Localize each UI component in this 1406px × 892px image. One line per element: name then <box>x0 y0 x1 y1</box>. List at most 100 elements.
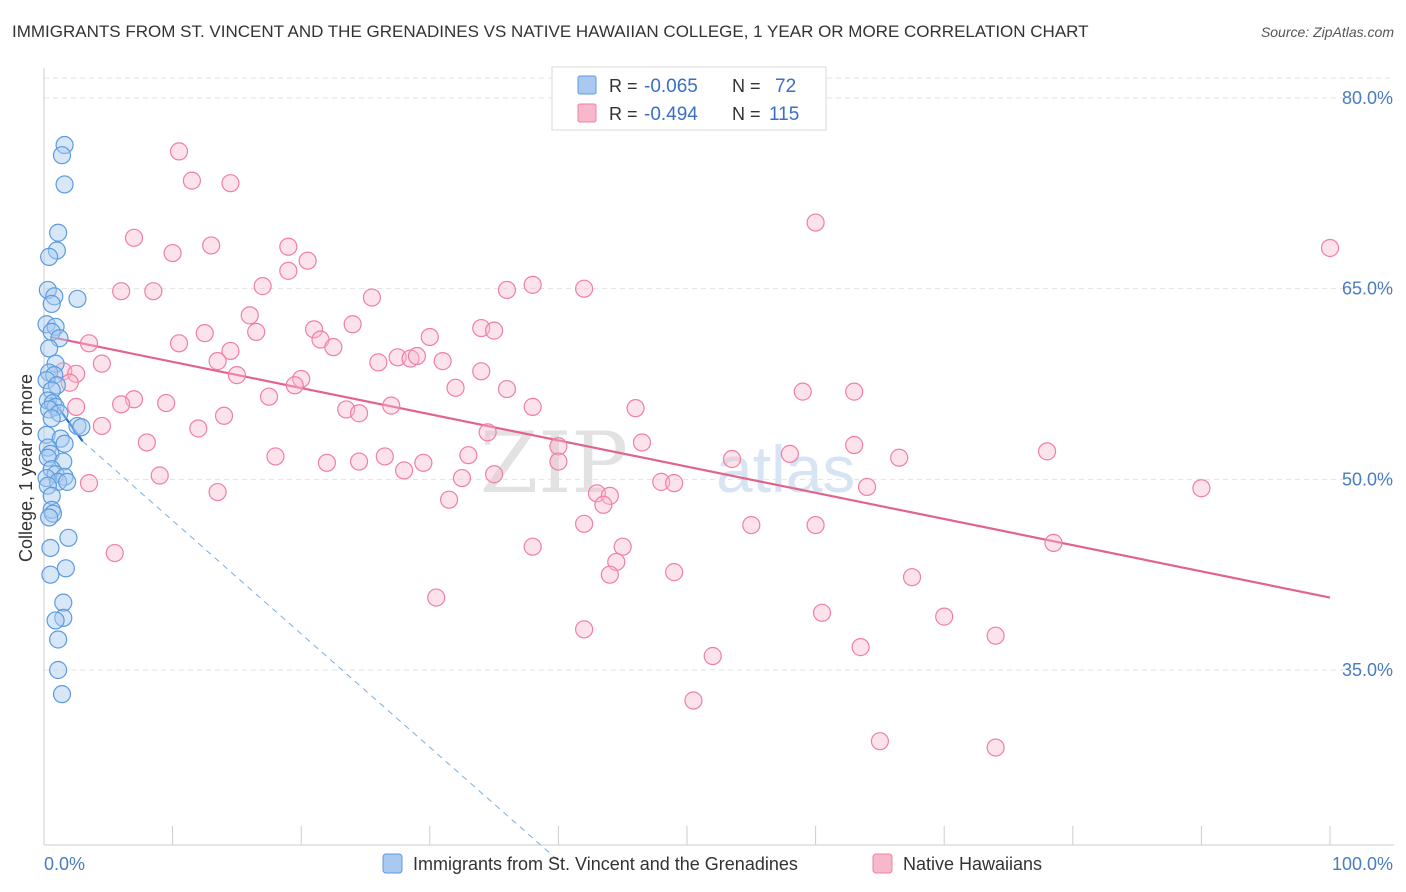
point-native-hawaiians <box>221 174 240 193</box>
point-native-hawaiians <box>369 353 388 372</box>
point-native-hawaiians <box>105 543 124 563</box>
stats-n-label-blue: N = <box>732 76 761 96</box>
point-immigrants <box>40 508 59 527</box>
stats-n-label-pink: N = <box>732 104 761 124</box>
point-native-hawaiians <box>433 352 452 371</box>
point-immigrants <box>42 486 61 505</box>
y-tick-label: 80.0% <box>1342 88 1393 108</box>
point-immigrants <box>59 528 78 547</box>
y-tick-label: 35.0% <box>1342 660 1393 680</box>
point-native-hawaiians <box>208 352 227 371</box>
point-native-hawaiians <box>137 433 156 452</box>
point-native-hawaiians <box>812 603 832 622</box>
point-native-hawaiians <box>523 275 542 294</box>
point-immigrants <box>42 409 61 428</box>
stats-r-value-pink: -0.494 <box>644 104 698 125</box>
point-native-hawaiians <box>613 537 632 556</box>
point-native-hawaiians <box>806 515 825 535</box>
point-immigrants <box>42 294 61 314</box>
point-immigrants <box>49 630 68 649</box>
point-immigrants <box>40 247 59 266</box>
point-native-hawaiians <box>722 449 742 469</box>
point-native-hawaiians <box>523 537 542 556</box>
point-native-hawaiians <box>600 486 619 505</box>
point-immigrants <box>54 593 73 612</box>
point-native-hawaiians <box>497 379 517 399</box>
point-native-hawaiians <box>1044 533 1063 552</box>
stats-r-value-blue: -0.065 <box>644 76 698 97</box>
axes <box>43 68 1394 846</box>
point-native-hawaiians <box>575 514 594 533</box>
point-immigrants <box>49 223 68 242</box>
point-native-hawaiians <box>890 448 909 467</box>
stats-r-label-blue: R = <box>609 76 638 96</box>
point-native-hawaiians <box>851 638 870 657</box>
y-axis-label: College, 1 year or more <box>16 374 36 562</box>
point-native-hawaiians <box>870 732 890 751</box>
point-native-hawaiians <box>202 236 221 255</box>
point-native-hawaiians <box>349 452 369 471</box>
point-native-hawaiians <box>459 446 478 465</box>
point-native-hawaiians <box>112 282 131 301</box>
trend-line-native-hawaiians <box>50 335 1331 599</box>
point-native-hawaiians <box>986 626 1005 645</box>
data-points <box>37 135 1340 757</box>
point-native-hawaiians <box>439 490 459 509</box>
point-immigrants <box>40 339 59 358</box>
point-native-hawaiians <box>157 393 176 413</box>
point-native-hawaiians <box>362 288 382 307</box>
point-native-hawaiians <box>427 588 446 607</box>
point-native-hawaiians <box>523 397 542 416</box>
x-tick-labels: 0.0% 100.0% <box>44 854 1393 874</box>
point-native-hawaiians <box>124 228 144 247</box>
point-native-hawaiians <box>189 419 208 438</box>
point-native-hawaiians <box>1320 238 1340 258</box>
point-native-hawaiians <box>304 320 324 339</box>
point-native-hawaiians <box>349 404 369 423</box>
point-native-hawaiians <box>594 495 613 514</box>
trend-lines <box>49 335 1331 862</box>
point-native-hawaiians <box>182 171 201 190</box>
point-native-hawaiians <box>549 437 568 456</box>
point-native-hawaiians <box>1192 479 1211 498</box>
point-native-hawaiians <box>665 563 684 582</box>
point-immigrants <box>47 376 66 395</box>
point-native-hawaiians <box>806 213 825 232</box>
y-tick-label: 50.0% <box>1342 469 1393 489</box>
point-native-hawaiians <box>382 396 401 415</box>
point-native-hawaiians <box>472 362 491 381</box>
point-native-hawaiians <box>600 565 619 584</box>
stats-n-value-blue: 72 <box>775 76 796 97</box>
point-native-hawaiians <box>79 474 99 493</box>
point-native-hawaiians <box>279 237 298 256</box>
point-native-hawaiians <box>1037 442 1057 461</box>
stats-swatch-pink <box>577 103 597 123</box>
point-native-hawaiians <box>195 324 214 343</box>
point-native-hawaiians <box>452 468 472 488</box>
point-immigrants <box>55 175 74 194</box>
y-tick-label: 65.0% <box>1342 279 1393 299</box>
stats-n-value-pink: 115 <box>769 104 799 125</box>
point-native-hawaiians <box>285 376 304 395</box>
stats-box: R = -0.065 N = 72 R = -0.494 N = 115 <box>551 66 827 131</box>
point-native-hawaiians <box>240 306 259 325</box>
point-native-hawaiians <box>208 482 227 502</box>
grid-lines <box>44 77 1394 671</box>
source-credit: Source: ZipAtlas.com <box>1260 24 1394 40</box>
point-immigrants <box>46 611 65 630</box>
point-native-hawaiians <box>485 321 504 340</box>
point-native-hawaiians <box>317 453 337 472</box>
point-immigrants <box>37 371 56 390</box>
point-native-hawaiians <box>221 341 240 361</box>
point-native-hawaiians <box>935 607 954 626</box>
y-tick-labels: 35.0% 50.0% 65.0% 80.0% <box>1342 88 1393 680</box>
chart-title: IMMIGRANTS FROM ST. VINCENT AND THE GREN… <box>12 22 1089 41</box>
watermark-atlas: atlas <box>716 432 855 506</box>
point-native-hawaiians <box>626 399 645 418</box>
point-immigrants <box>58 472 77 491</box>
point-native-hawaiians <box>575 279 594 298</box>
x-tick-label: 100.0% <box>1332 854 1393 874</box>
point-native-hawaiians <box>793 382 812 401</box>
point-immigrants <box>52 685 72 704</box>
point-immigrants <box>55 434 74 453</box>
